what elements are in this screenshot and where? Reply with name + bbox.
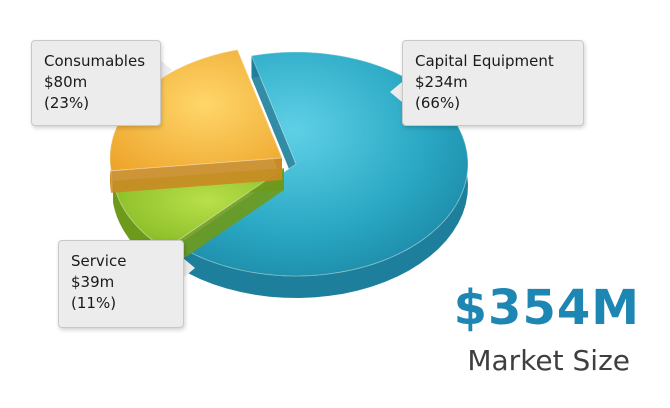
consumables-value: $80m (44, 73, 88, 91)
capital-equipment-callout: Capital Equipment $234m (66%) (402, 40, 584, 126)
capital-equipment-label: Capital Equipment (415, 52, 554, 70)
capital-equipment-percent: (66%) (415, 94, 461, 112)
consumables-callout: Consumables $80m (23%) (31, 40, 161, 126)
service-callout-pointer (183, 258, 195, 278)
capital-equipment-slice-side (177, 52, 469, 298)
capital-equipment-value: $234m (415, 73, 468, 91)
service-percent: (11%) (71, 294, 117, 312)
consumables-label: Consumables (44, 52, 146, 70)
market-size-total: $354M (453, 280, 640, 336)
service-value: $39m (71, 273, 115, 291)
capital-equipment-slice (176, 51, 469, 277)
consumables-slice-wall-start (111, 158, 283, 193)
capital-equipment-callout-pointer (390, 82, 402, 102)
consumables-callout-pointer (160, 60, 172, 80)
service-slice-wall-start (165, 168, 284, 272)
service-label: Service (71, 252, 127, 270)
market-size-label: Market Size (467, 344, 630, 377)
consumables-percent: (23%) (44, 94, 90, 112)
service-callout: Service $39m (11%) (58, 240, 184, 328)
capital-equipment-slice-wall-start (251, 55, 296, 186)
